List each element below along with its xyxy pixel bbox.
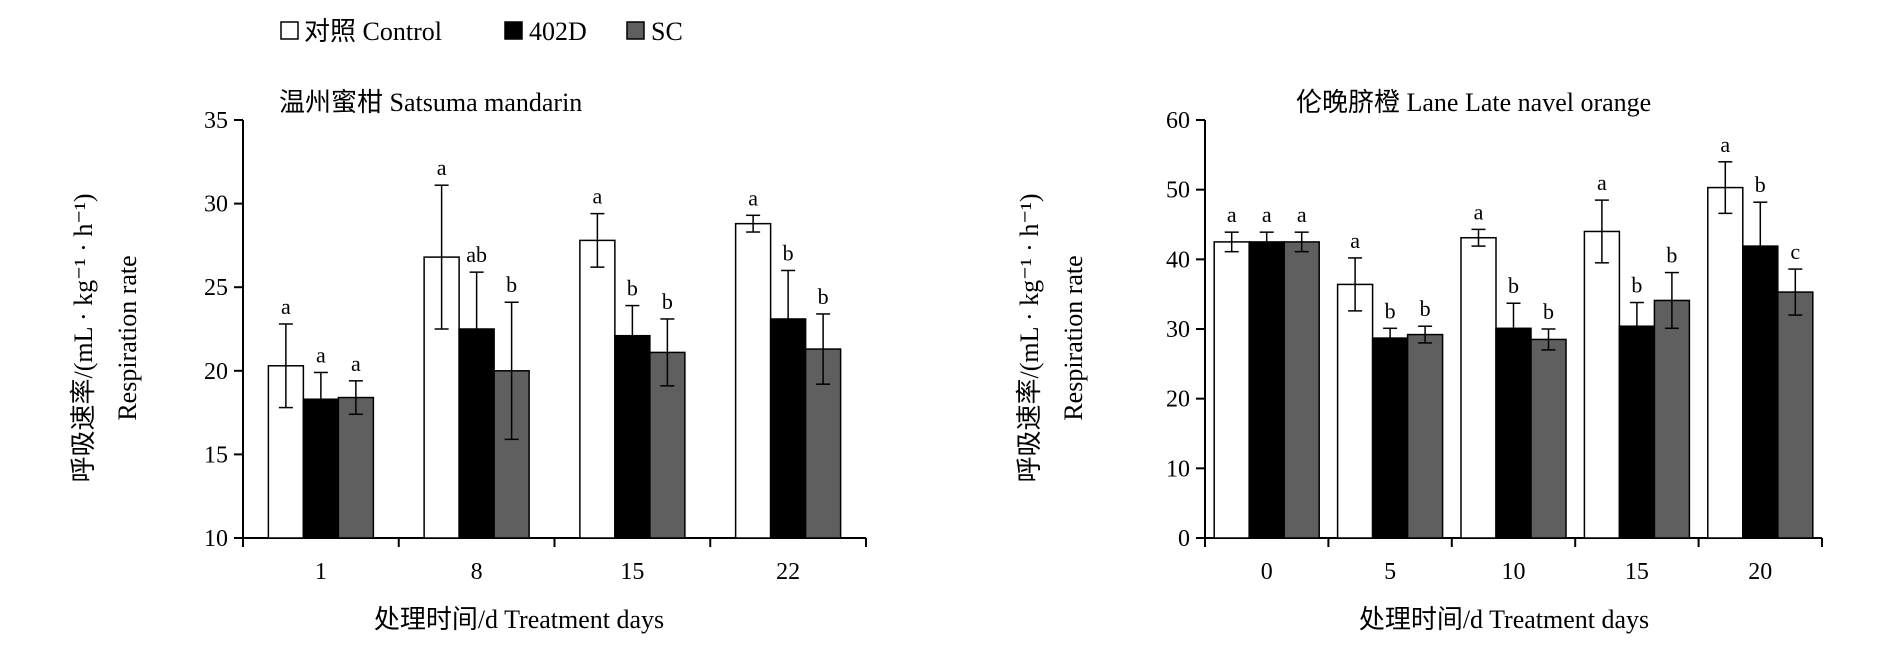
significance-letter: a — [1720, 132, 1730, 157]
bar — [1213, 241, 1250, 539]
significance-letter: b — [1385, 298, 1396, 323]
significance-letter: c — [1790, 239, 1800, 264]
significance-letter: b — [818, 284, 829, 309]
bar — [1707, 186, 1744, 539]
significance-letter: b — [1508, 273, 1519, 298]
bar — [1336, 283, 1374, 539]
bar — [1406, 333, 1444, 539]
y-tick-label: 25 — [204, 275, 228, 301]
bar — [1653, 299, 1691, 539]
bar — [1583, 230, 1621, 539]
significance-letter: ab — [466, 242, 487, 267]
bar — [579, 239, 616, 539]
x-tick-label: 22 — [776, 559, 800, 585]
chart-lane-late: 伦晚脐橙 Lane Late navel orange 呼吸速率/(mL · k… — [1015, 88, 1823, 634]
significance-letter: a — [1227, 202, 1237, 227]
y-tick-label: 60 — [1166, 108, 1190, 134]
legend-label-402d: 402D — [529, 17, 587, 46]
y-axis-label-cn: 呼吸速率/(mL · kg⁻¹ · h⁻¹) — [1015, 193, 1044, 482]
y-tick-label: 30 — [1166, 317, 1190, 343]
bar — [1248, 241, 1285, 539]
significance-letter: b — [1755, 172, 1766, 197]
significance-letter: b — [1666, 243, 1677, 268]
y-tick-label: 20 — [204, 359, 228, 385]
bar — [1618, 325, 1656, 539]
y-tick-label: 20 — [1166, 387, 1190, 413]
x-tick-label: 15 — [1625, 559, 1649, 585]
significance-letter: b — [506, 272, 517, 297]
y-tick-label: 15 — [204, 442, 228, 468]
significance-letter: a — [748, 185, 758, 210]
x-tick-label: 20 — [1748, 559, 1772, 585]
x-tick-label: 15 — [620, 559, 644, 585]
y-tick-label: 50 — [1166, 178, 1190, 204]
significance-letter: a — [1474, 199, 1484, 224]
significance-letter: b — [1631, 273, 1642, 298]
x-tick-label: 5 — [1384, 559, 1396, 585]
y-axis-label-en: Respiration rate — [113, 255, 142, 420]
legend-label-sc: SC — [651, 17, 683, 46]
significance-letter: a — [351, 351, 361, 376]
legend-label-control: 对照 Control — [304, 17, 442, 46]
x-axis-label: 处理时间/d Treatment days — [1359, 605, 1649, 634]
legend: 对照 Control 402D SC — [280, 17, 683, 46]
y-tick-label: 0 — [1178, 526, 1190, 552]
significance-letter: b — [783, 240, 794, 265]
y-tick-label: 30 — [204, 192, 228, 218]
significance-letter: a — [1350, 228, 1360, 253]
x-tick-label: 8 — [471, 559, 483, 585]
significance-letter: a — [437, 155, 447, 180]
bar — [1371, 337, 1409, 539]
x-tick-label: 10 — [1502, 559, 1526, 585]
significance-letter: a — [1262, 202, 1272, 227]
bar — [1777, 291, 1814, 539]
significance-letter: a — [1597, 170, 1607, 195]
bar — [1530, 338, 1567, 539]
y-tick-label: 35 — [204, 108, 228, 134]
significance-letter: a — [281, 294, 291, 319]
significance-letter: b — [1543, 299, 1554, 324]
x-tick-label: 1 — [315, 559, 327, 585]
y-tick-label: 10 — [1166, 456, 1190, 482]
legend-swatch-control — [280, 21, 299, 40]
y-tick-label: 10 — [204, 526, 228, 552]
y-axis-label-en: Respiration rate — [1059, 255, 1088, 420]
significance-letter: a — [1297, 202, 1307, 227]
significance-letter: b — [627, 276, 638, 301]
bar — [1460, 236, 1497, 539]
legend-swatch-sc — [626, 21, 645, 40]
chart-title: 伦晚脐橙 Lane Late navel orange — [1296, 88, 1651, 117]
bar — [1495, 327, 1532, 539]
x-tick-label: 0 — [1261, 559, 1273, 585]
bar — [1283, 241, 1320, 539]
y-axis-label-cn: 呼吸速率/(mL · kg⁻¹ · h⁻¹) — [69, 193, 98, 482]
significance-letter: a — [592, 184, 602, 209]
x-axis-label: 处理时间/d Treatment days — [374, 605, 664, 634]
significance-letter: b — [662, 289, 673, 314]
bar — [734, 222, 772, 539]
legend-swatch-402d — [504, 21, 523, 40]
chart-satsuma: 温州蜜柑 Satsuma mandarin 呼吸速率/(mL · kg⁻¹ · … — [69, 88, 867, 634]
bar — [337, 396, 375, 539]
significance-letter: b — [1420, 296, 1431, 321]
chart-title: 温州蜜柑 Satsuma mandarin — [279, 88, 582, 117]
significance-letter: a — [316, 342, 326, 367]
y-tick-label: 40 — [1166, 247, 1190, 273]
